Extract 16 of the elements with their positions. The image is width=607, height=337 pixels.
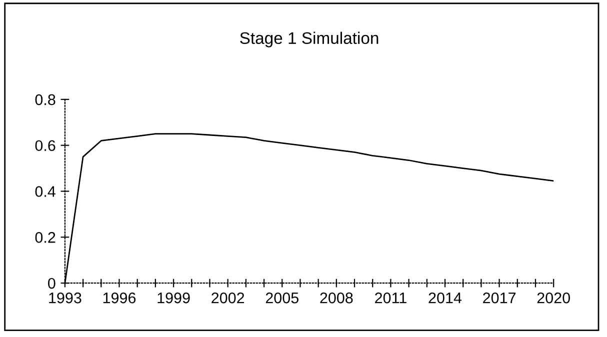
- y-tick-label: 0.6: [35, 140, 56, 152]
- x-tick-label: 2017: [483, 292, 516, 304]
- chart-title: Stage 1 Simulation: [240, 32, 378, 48]
- x-tick-label: 2011: [375, 292, 406, 304]
- y-tick-label: 0.2: [35, 232, 56, 243]
- y-tick-label: 0: [48, 278, 56, 289]
- x-tick-label: 1993: [49, 292, 82, 304]
- x-tick-label: 2008: [320, 292, 353, 304]
- y-tick-label: 0.4: [35, 186, 56, 197]
- x-tick-label: 1996: [103, 292, 136, 304]
- x-tick-label: 2005: [266, 292, 298, 304]
- x-tick-label: 1999: [158, 292, 190, 304]
- x-tick-label: 2014: [428, 292, 462, 304]
- y-tick-label: 0.8: [35, 94, 56, 106]
- x-tick-label: 2020: [537, 292, 570, 304]
- x-tick-label: 2002: [212, 292, 244, 304]
